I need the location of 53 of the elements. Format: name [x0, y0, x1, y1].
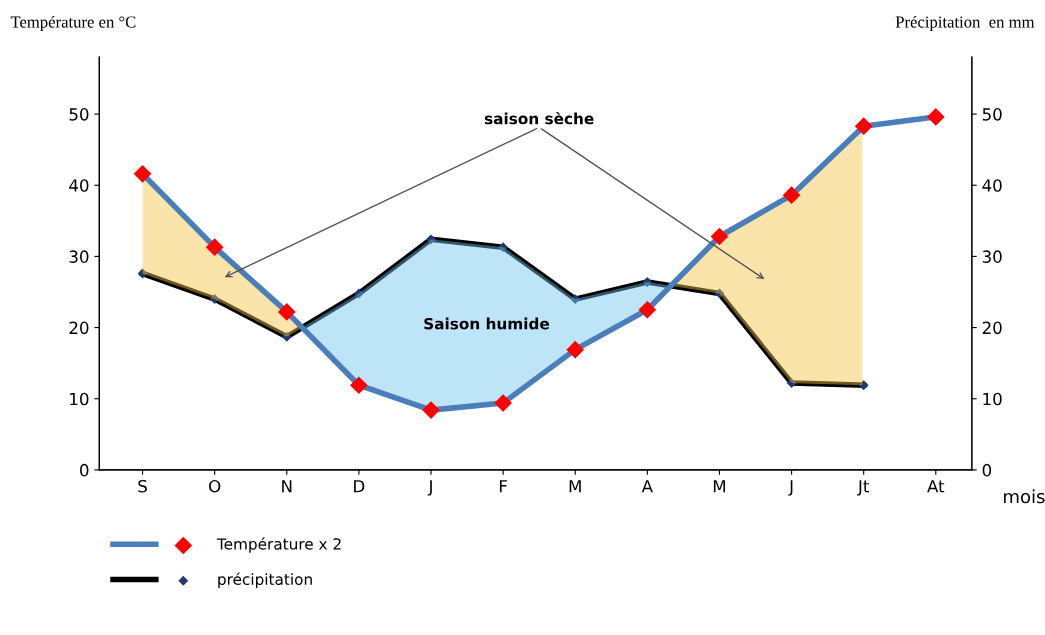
point	[277, 303, 296, 321]
y-tick-label: 40	[69, 179, 89, 192]
point	[714, 288, 725, 299]
x-tick-label: D	[354, 480, 365, 493]
y2-tick-label: 10	[983, 392, 1002, 406]
y-tick-label: 30	[69, 250, 89, 263]
point	[638, 300, 657, 319]
point	[281, 331, 292, 342]
x-tick-label: M	[713, 480, 726, 493]
point	[642, 277, 653, 287]
x-tick-label: O	[209, 479, 221, 493]
point	[858, 380, 869, 391]
x-tick-label: M	[569, 480, 581, 493]
y2-tick-label: 20	[982, 321, 1002, 335]
y2-tick-label: 50	[982, 108, 1002, 121]
y2-tick-label: 0	[982, 463, 992, 477]
point	[786, 378, 797, 388]
legend-label: précipitation	[218, 572, 312, 588]
y-tick-label: 50	[69, 108, 89, 121]
x-tick-label: J	[427, 480, 432, 496]
x-tick-label: N	[282, 480, 292, 493]
point	[133, 165, 152, 183]
point	[350, 376, 368, 395]
legend-label: Température x 2	[216, 537, 341, 553]
y-tick-label: 10	[70, 392, 89, 406]
x-tick-label: A	[641, 480, 653, 493]
x-tick-label: Jt	[857, 480, 870, 496]
annotation: saison sèche	[484, 111, 594, 125]
y-tick-label: 20	[69, 321, 89, 335]
x-tick-label: J	[788, 480, 793, 496]
y2-tick-label: 30	[982, 250, 1002, 263]
x-tick-label: At	[927, 480, 945, 493]
point	[782, 186, 801, 205]
point	[566, 340, 585, 359]
point	[854, 117, 873, 136]
x-tick-label: F	[499, 480, 507, 493]
point	[498, 242, 509, 253]
point	[570, 294, 581, 305]
point	[494, 394, 512, 412]
point	[426, 234, 436, 245]
point	[209, 294, 220, 305]
y-axis-title: Température en °C	[10, 15, 136, 32]
y2-tick-label: 40	[982, 179, 1002, 192]
point	[353, 288, 364, 299]
point	[926, 108, 945, 126]
x-axis-title: mois	[1004, 489, 1045, 504]
point	[710, 227, 729, 246]
point	[205, 238, 224, 256]
point	[422, 401, 440, 419]
annotation: Saison humide	[424, 317, 550, 330]
y-tick-label: 0	[80, 463, 89, 477]
y2-axis-title: Précipitation en mm	[895, 15, 1035, 32]
x-tick-label: S	[138, 479, 147, 493]
